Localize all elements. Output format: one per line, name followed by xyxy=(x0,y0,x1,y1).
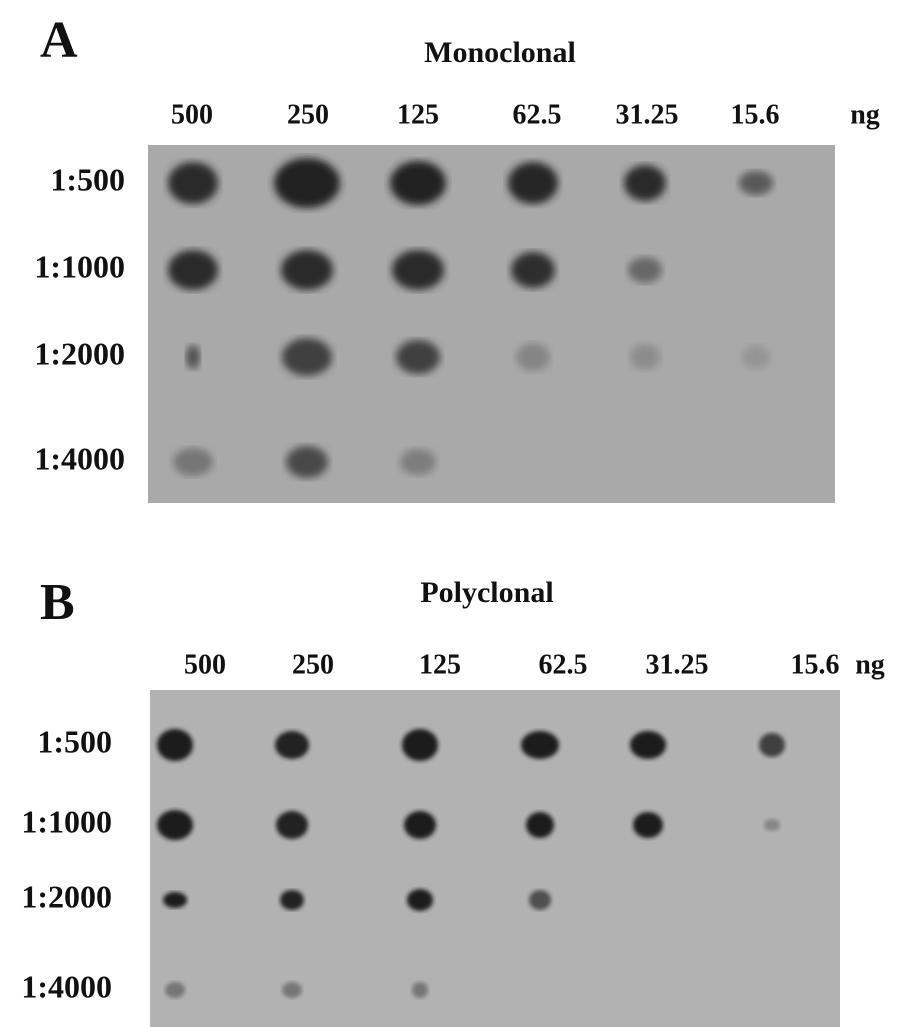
dot xyxy=(286,446,328,478)
dot xyxy=(282,982,302,998)
row-label: 1:2000 xyxy=(34,335,125,371)
dot xyxy=(157,810,193,840)
dot xyxy=(274,158,340,208)
row-label: 1:4000 xyxy=(21,968,112,1004)
row-label: 1:500 xyxy=(50,161,125,197)
column-label: 250 xyxy=(292,649,334,680)
dot xyxy=(281,250,333,290)
membrane xyxy=(150,690,840,1027)
dot xyxy=(165,982,185,998)
row-label: 1:500 xyxy=(37,723,112,759)
dot xyxy=(526,812,554,838)
membrane xyxy=(148,145,835,503)
panel-letter: A xyxy=(40,12,78,69)
dot xyxy=(400,449,436,475)
dot xyxy=(186,345,200,369)
panel-letter: B xyxy=(40,574,75,631)
dot xyxy=(412,982,428,998)
unit-label: ng xyxy=(855,649,885,680)
dot xyxy=(173,448,213,476)
column-label: 500 xyxy=(184,649,226,680)
panel-title: Monoclonal xyxy=(424,36,576,69)
dot xyxy=(630,344,660,370)
dot xyxy=(529,890,551,910)
dot xyxy=(630,731,666,759)
dot xyxy=(521,731,559,759)
dot xyxy=(764,819,780,831)
dot xyxy=(392,250,444,290)
row-label: 1:1000 xyxy=(21,803,112,839)
dot xyxy=(508,162,558,204)
column-label: 31.25 xyxy=(646,649,709,680)
dot xyxy=(282,338,332,376)
dot xyxy=(516,343,550,371)
column-label: 15.6 xyxy=(731,99,780,130)
row-label: 1:2000 xyxy=(21,878,112,914)
column-label: 62.5 xyxy=(539,649,588,680)
column-label: 125 xyxy=(397,99,439,130)
column-label: 125 xyxy=(419,649,461,680)
dot xyxy=(280,890,304,910)
dot xyxy=(742,345,770,369)
column-label: 15.6 xyxy=(791,649,840,680)
column-label: 500 xyxy=(171,99,213,130)
dot xyxy=(628,257,662,283)
dot xyxy=(157,729,193,761)
dot xyxy=(759,733,785,757)
dot xyxy=(402,729,438,761)
dot xyxy=(739,171,773,195)
unit-label: ng xyxy=(850,99,880,130)
row-label: 1:1000 xyxy=(34,248,125,284)
dot xyxy=(168,250,218,290)
dot xyxy=(390,161,446,205)
dot xyxy=(407,889,433,911)
dot xyxy=(396,340,440,374)
figure: A Monoclonal 500 250 125 62.5 31.25 15.6 ng 1:500… xyxy=(0,0,901,1027)
dot xyxy=(633,812,663,838)
column-label: 250 xyxy=(287,99,329,130)
dot xyxy=(276,811,308,839)
panel-title: Polyclonal xyxy=(420,576,553,609)
dot xyxy=(275,731,309,759)
column-label: 31.25 xyxy=(616,99,679,130)
dot xyxy=(163,892,187,908)
dot xyxy=(624,165,666,201)
dot xyxy=(168,162,218,204)
dot xyxy=(511,252,555,288)
dot xyxy=(404,811,436,839)
column-label: 62.5 xyxy=(513,99,562,130)
row-label: 1:4000 xyxy=(34,440,125,476)
